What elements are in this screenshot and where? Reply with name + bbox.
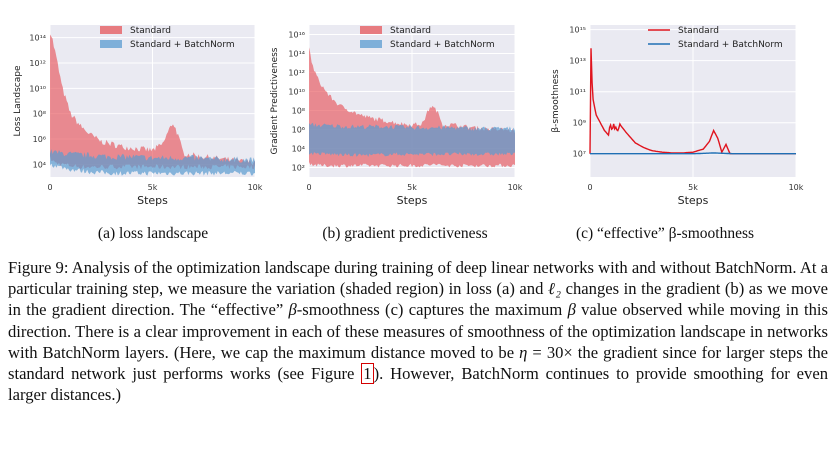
- legend-label: Standard: [390, 26, 431, 36]
- chart-panel-b: 10² 10⁴ 10⁶ 10⁸ 10¹⁰ 10¹² 10¹⁴ 10¹⁶ 0 5k 10k Standa…: [270, 25, 523, 207]
- y-tick-label: 10¹⁴: [29, 34, 46, 43]
- x-tick-label: 5k: [688, 183, 698, 192]
- caption-text-3: -smoothness (c) captures the maximum: [296, 300, 568, 320]
- chart-panel-a: 10⁴ 10⁶ 10⁸ 10¹⁰ 10¹² 10¹⁴ 0 5k 10k Standard Stand…: [13, 25, 263, 207]
- figure-charts: 10⁴ 10⁶ 10⁸ 10¹⁰ 10¹² 10¹⁴ 0 5k 10k Standard Stand…: [13, 25, 804, 207]
- subcaption-c: (c) “effective” β-smoothness: [575, 225, 755, 242]
- caption-beta-symbol: β: [288, 300, 297, 320]
- y-tick-label: 10⁸: [292, 107, 305, 116]
- legend-label: Standard + BatchNorm: [678, 40, 783, 50]
- y-tick-label: 10¹⁵: [569, 26, 586, 35]
- x-tick-label: 10k: [789, 183, 804, 192]
- caption-l2-symbol: ℓ₂: [547, 279, 562, 299]
- x-tick-label: 10k: [248, 183, 263, 192]
- caption-beta-symbol-2: β: [567, 300, 576, 320]
- legend-swatch: [360, 26, 382, 34]
- y-tick-label: 10²: [292, 164, 305, 173]
- x-tick-label: 10k: [508, 183, 523, 192]
- legend-label: Standard + BatchNorm: [390, 40, 495, 50]
- y-tick-label: 10⁴: [292, 145, 305, 154]
- y-tick-label: 10¹¹: [569, 88, 586, 97]
- x-tick-label: 0: [306, 183, 311, 192]
- figure-reference-link[interactable]: 1: [361, 363, 374, 385]
- y-tick-label: 10¹²: [288, 69, 305, 78]
- caption-text-2: changes in the gradient (b) as we move i…: [8, 279, 828, 320]
- y-tick-label: 10⁶: [292, 126, 305, 135]
- legend-swatch: [100, 26, 122, 34]
- y-axis-label: Loss Landscape: [13, 65, 23, 136]
- y-tick-label: 10¹⁴: [288, 50, 305, 59]
- y-tick-label: 10⁶: [33, 135, 46, 144]
- legend-swatch: [360, 40, 382, 48]
- series-band-batchnorm: [50, 149, 255, 176]
- chart-panel-c: 10⁷ 10⁹ 10¹¹ 10¹³ 10¹⁵ 0 5k 10k Standard Standard…: [551, 25, 804, 207]
- x-axis-label: Steps: [678, 194, 709, 207]
- x-tick-label: 0: [587, 183, 592, 192]
- x-axis-label: Steps: [397, 194, 428, 207]
- x-axis-label: Steps: [137, 194, 168, 207]
- y-axis-label: β-smoothness: [551, 69, 561, 133]
- caption-text-4: value observed while moving in this dire…: [8, 300, 828, 362]
- y-axis-label: Gradient Predictiveness: [270, 47, 280, 154]
- series-band-batchnorm: [309, 122, 515, 157]
- y-tick-label: 10⁷: [573, 150, 586, 159]
- legend-label: Standard + BatchNorm: [130, 40, 235, 50]
- caption-text-1: Figure 9: Analysis of the optimization l…: [8, 258, 828, 299]
- legend-swatch: [100, 40, 122, 48]
- x-tick-label: 0: [47, 183, 52, 192]
- caption-text-5: = 30× the gradient since for larger step…: [8, 342, 828, 384]
- x-tick-label: 5k: [407, 183, 417, 192]
- caption-text-6: ). However, BatchNorm continues to provi…: [8, 364, 829, 405]
- y-tick-label: 10⁸: [33, 110, 46, 119]
- y-tick-label: 10¹⁶: [288, 31, 305, 40]
- x-tick-label: 5k: [148, 183, 158, 192]
- y-tick-label: 10¹²: [29, 59, 46, 68]
- caption-eta-symbol: η: [519, 342, 528, 362]
- y-tick-label: 10¹⁰: [29, 84, 46, 93]
- series-line-batchnorm: [590, 152, 796, 155]
- subcaption-b: (b) gradient predictiveness: [322, 225, 488, 242]
- y-tick-label: 10¹⁰: [288, 88, 305, 97]
- legend-label: Standard: [130, 26, 171, 36]
- figure-caption: Figure 9: Analysis of the optimization l…: [8, 257, 828, 405]
- legend-label: Standard: [678, 26, 719, 36]
- y-tick-label: 10¹³: [569, 57, 586, 66]
- y-tick-label: 10⁹: [573, 119, 586, 128]
- y-tick-label: 10⁴: [33, 160, 46, 169]
- subcaption-a: (a) loss landscape: [97, 225, 209, 242]
